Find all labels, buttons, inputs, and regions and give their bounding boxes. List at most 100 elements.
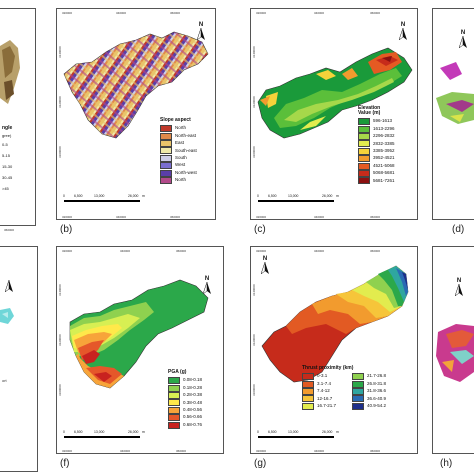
legend-label: 12-16.7 xyxy=(317,395,333,401)
legend-item: North xyxy=(160,176,197,184)
legend-title: ngle xyxy=(2,125,13,131)
panel-e-frame xyxy=(0,246,38,472)
scale-label: 26,000 xyxy=(128,194,139,198)
panel-h-fragment: N (h) xyxy=(432,246,474,474)
x-tick: 360000 xyxy=(370,215,381,219)
panel-a-legend: ngle gree) 0-5 5-15 15-30 30-45 >45 xyxy=(2,126,12,194)
x-tick: 360000 xyxy=(370,249,381,253)
legend-item: 2832-3385 xyxy=(358,140,395,148)
x-tick: 360000 xyxy=(170,11,181,15)
x-tick: 340000 xyxy=(120,249,131,253)
panel-a-fragment: ngle gree) 0-5 5-15 15-30 30-45 >45 3600… xyxy=(0,8,40,232)
legend-label: 596-1613 xyxy=(373,118,393,124)
panel-caption: (h) xyxy=(440,458,453,469)
legend-item: 596-1613 xyxy=(358,118,395,126)
north-arrow: N xyxy=(258,256,272,274)
legend-item: 26.8-31.8 xyxy=(352,380,387,388)
x-tick: 340000 xyxy=(314,449,325,453)
legend-item: South xyxy=(160,154,197,162)
legend-swatch xyxy=(160,154,172,162)
legend-label: West xyxy=(175,162,186,168)
legend-swatch xyxy=(168,391,180,399)
scale-label: 13,000 xyxy=(288,430,299,434)
legend-swatch xyxy=(358,140,370,148)
legend-label: North xyxy=(175,125,187,131)
scale-label: 13,000 xyxy=(94,430,105,434)
legend-label: North-west xyxy=(175,169,197,175)
scale-label: 6,500 xyxy=(74,194,83,198)
legend-swatch xyxy=(160,132,172,140)
legend-label: 0.08-0.18 xyxy=(183,377,203,383)
legend-swatch xyxy=(358,169,370,177)
panel-e-map xyxy=(0,308,14,324)
scale-bar: 0 6,500 13,000 26,000 m xyxy=(257,430,339,442)
legend-subtitle: Value (m) xyxy=(358,110,381,116)
x-tick: 360000 xyxy=(176,449,187,453)
panel-f: 320000 340000 360000 320000 340000 36000… xyxy=(50,246,228,474)
legend-item: 0.08-0.18 xyxy=(168,377,203,385)
x-tick: 320000 xyxy=(62,249,73,253)
y-tick: 3100000 xyxy=(252,146,256,158)
legend-label: 26.8-31.8 xyxy=(367,380,387,386)
legend-label: 0.56-0.66 xyxy=(183,414,203,420)
legend-label: 21.7-26.8 xyxy=(367,373,387,379)
legend-text: gree) xyxy=(2,133,12,138)
x-tick: 340000 xyxy=(314,249,325,253)
panel-caption: (d) xyxy=(452,224,465,235)
north-arrow: N xyxy=(194,22,208,40)
legend-swatch xyxy=(358,147,370,155)
legend-label: 0-3.1 xyxy=(317,373,328,379)
legend-label: 31.8-36.6 xyxy=(367,388,387,394)
scale-label: 0 xyxy=(257,194,259,198)
legend-item: 3385-3952 xyxy=(358,147,395,155)
scale-label: 6,500 xyxy=(268,194,277,198)
legend-item: North-east xyxy=(160,132,197,140)
legend-swatch xyxy=(358,132,370,140)
legend-item: 0.28-0.38 xyxy=(168,391,203,399)
legend-item: 3.1-7.4 xyxy=(302,380,336,388)
scale-label: 0 xyxy=(257,430,259,434)
legend-item: 5068-5681 xyxy=(358,169,395,177)
legend-swatch xyxy=(160,162,172,170)
legend-swatch xyxy=(168,421,180,429)
north-label: N xyxy=(456,278,462,284)
legend-label: 2296-2832 xyxy=(373,133,395,139)
panel-d-map xyxy=(436,62,474,124)
x-tick: 360000 xyxy=(370,11,381,15)
panel-h-map xyxy=(436,324,474,382)
panel-c: 320000 340000 360000 320000 340000 36000… xyxy=(244,8,422,238)
panel-f-map xyxy=(69,279,209,389)
scale-label: 6,500 xyxy=(268,430,277,434)
panel-b-map xyxy=(63,31,209,139)
north-label: N xyxy=(262,256,268,262)
legend-item: 2296-2832 xyxy=(358,132,395,140)
legend-item: 0-3.1 xyxy=(302,373,336,381)
legend-swatch xyxy=(160,147,172,155)
legend-swatch xyxy=(358,177,370,185)
scale-label: 26,000 xyxy=(322,194,333,198)
panel-a-map xyxy=(0,40,20,104)
legend-item: 4521-5068 xyxy=(358,162,395,170)
legend-swatch xyxy=(160,139,172,147)
legend-item: 40.9-54.2 xyxy=(352,402,386,410)
legend-label: 0.28-0.38 xyxy=(183,392,203,398)
legend-swatch xyxy=(302,402,314,410)
legend-swatch xyxy=(352,380,365,388)
legend-item: 1613-2296 xyxy=(358,125,395,133)
panel-caption: (f) xyxy=(60,458,70,469)
legend-swatch xyxy=(168,377,180,385)
legend-swatch xyxy=(352,395,365,403)
legend-label: 3952-4521 xyxy=(373,155,395,161)
legend-title: Slope aspect xyxy=(160,117,191,123)
scale-bar: 0 6,500 13,000 26,000 m xyxy=(257,194,339,206)
legend-label: East xyxy=(175,140,185,146)
legend-swatch xyxy=(358,118,370,126)
elevation-legend: Elevation Value (m) 596-1613 1613-2296 2… xyxy=(358,106,395,185)
legend-item: 0.68-0.76 xyxy=(168,421,202,429)
legend-label: 16.7-21.7 xyxy=(317,403,337,408)
x-tick: 360000 xyxy=(4,228,15,232)
legend-item: 0.38-0.48 xyxy=(168,399,202,407)
panel-d-fragment: N (d) xyxy=(432,8,474,238)
x-tick: 320000 xyxy=(256,11,267,15)
legend-swatch xyxy=(160,169,172,177)
